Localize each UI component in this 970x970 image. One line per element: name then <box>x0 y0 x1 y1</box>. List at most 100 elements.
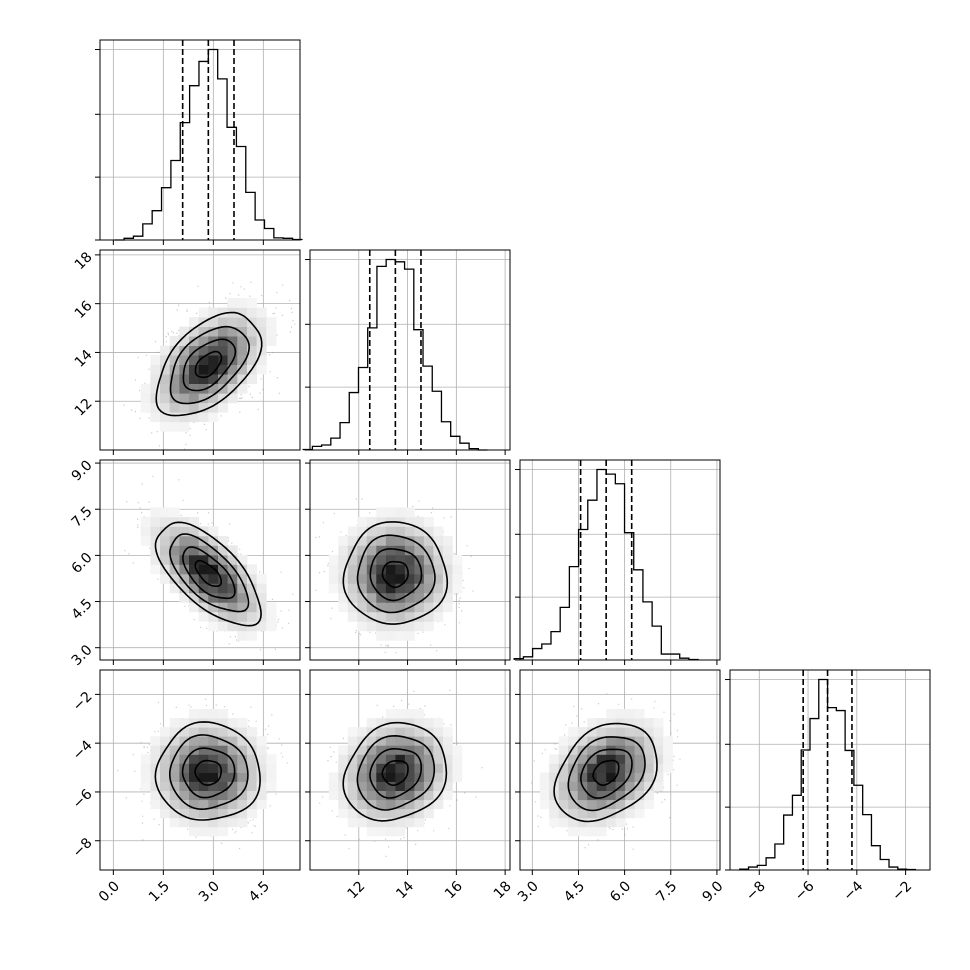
density-cell <box>653 772 664 782</box>
density-cell <box>414 592 425 603</box>
density-cell <box>198 345 209 356</box>
density-cell <box>189 345 200 356</box>
density-cell <box>328 573 339 584</box>
density-cell <box>208 307 219 318</box>
density-cell <box>237 307 248 318</box>
density-cell <box>198 799 209 810</box>
density-cell <box>625 736 635 746</box>
density-cell <box>385 573 396 584</box>
density-cell <box>227 573 238 584</box>
density-cell <box>385 564 396 575</box>
density-cell <box>577 808 588 819</box>
contour-line <box>592 759 620 787</box>
density-cell <box>644 772 654 782</box>
density-cell <box>189 336 200 346</box>
density-cell <box>433 535 444 546</box>
density-cell <box>179 772 190 782</box>
density-cell <box>189 799 200 810</box>
density-cell <box>247 790 258 801</box>
density-cell <box>606 736 617 746</box>
density-cell <box>140 781 151 791</box>
density-cell <box>625 808 635 819</box>
density-cell <box>179 336 190 346</box>
density-cell <box>150 374 161 384</box>
y-tick-label: −2 <box>70 689 96 715</box>
density-cell <box>433 745 444 755</box>
density-cell <box>357 772 368 782</box>
density-cell <box>442 545 453 556</box>
density-cell <box>198 402 209 413</box>
density-cell <box>433 611 444 622</box>
density-cell <box>189 554 200 565</box>
x-tick-label: 18 <box>491 878 515 902</box>
density-cell <box>385 545 396 556</box>
density-cell <box>395 507 406 518</box>
density-cell <box>596 790 607 801</box>
density-cell <box>587 781 598 791</box>
density-cell <box>404 772 415 782</box>
density-cell <box>256 745 267 755</box>
density-cell <box>568 727 579 737</box>
density-cell <box>169 808 180 819</box>
density-cell <box>237 718 248 728</box>
density-cell <box>423 526 434 537</box>
density-cell <box>140 535 151 546</box>
contour-line <box>154 721 261 821</box>
density-cell <box>218 745 229 755</box>
density-cell <box>227 754 238 764</box>
contour-line <box>194 559 222 587</box>
density-cell <box>208 535 219 546</box>
density-cell <box>189 727 200 737</box>
density-cell <box>433 772 444 782</box>
density-cell <box>385 554 396 565</box>
density-cell <box>179 554 190 565</box>
density-cell <box>634 745 645 755</box>
density-cell <box>423 611 434 622</box>
density-cell <box>433 727 444 737</box>
density-cell <box>140 402 151 413</box>
density-cell <box>347 526 358 537</box>
density-cell <box>227 727 238 737</box>
density-cell <box>414 564 425 575</box>
density-cell <box>198 364 209 375</box>
density-cell <box>395 564 406 575</box>
density-cell <box>208 393 219 404</box>
density-cell <box>179 583 190 594</box>
density-cell <box>366 554 377 565</box>
density-cell <box>347 554 358 565</box>
density-cell <box>414 621 425 632</box>
density-cell <box>433 592 444 603</box>
axes-frame <box>99 669 301 871</box>
density-cell <box>227 317 238 327</box>
density-cell <box>404 507 415 518</box>
y-tick-label: −6 <box>70 786 96 812</box>
density-cell <box>606 817 617 828</box>
density-cell <box>644 718 654 728</box>
density-cell <box>404 592 415 603</box>
density-cell <box>256 736 267 746</box>
density-cell <box>160 808 171 819</box>
density-cell <box>256 611 267 622</box>
density-cell <box>366 745 377 755</box>
density-cell <box>208 383 219 394</box>
density-cell <box>347 727 358 737</box>
density-cell <box>558 817 569 828</box>
density-cell <box>179 535 190 546</box>
density-cell <box>256 772 267 782</box>
density-cell <box>338 554 349 565</box>
y-tick-label: −4 <box>70 737 96 763</box>
density-cell <box>385 630 396 641</box>
contour-line <box>181 747 236 799</box>
density-cell <box>247 317 258 327</box>
density-cell <box>414 554 425 565</box>
density-cell <box>208 317 219 327</box>
density-cell <box>366 592 377 603</box>
density-cell <box>606 772 617 782</box>
density-cell <box>385 817 396 828</box>
density-cell <box>596 808 607 819</box>
scatter-panel-2-0: 3.0 4.5 6.0 7.5 9.0 <box>69 457 301 669</box>
density-cell <box>404 808 415 819</box>
density-cell <box>198 583 209 594</box>
density-cell <box>247 745 258 755</box>
density-cell <box>247 754 258 764</box>
